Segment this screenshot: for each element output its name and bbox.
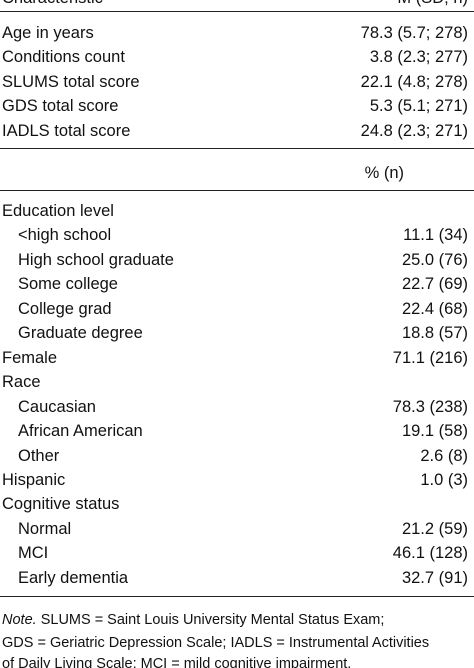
row-value: 19.1 (58) [401, 422, 468, 441]
row-value: 25.0 (76) [401, 250, 468, 269]
row-value: 22.1 (4.8; 278) [360, 72, 468, 91]
sub-row-label: Graduate degree [18, 324, 143, 343]
row-value: 22.7 (69) [401, 275, 468, 294]
column-header: % (n) [364, 164, 404, 182]
sub-row-label: High school graduate [18, 250, 174, 269]
sub-row-label: College grad [18, 299, 112, 318]
note-lead: Note. [2, 612, 37, 628]
row-label: Conditions count [2, 48, 125, 67]
sub-row-label: Some college [18, 275, 118, 294]
sub-row-label: Early dementia [18, 568, 129, 587]
sub-row-label: Other [18, 446, 60, 465]
note-line: GDS = Geriatric Depression Scale; IADLS … [2, 635, 430, 651]
rule [0, 190, 474, 191]
row-value: 1.0 (3) [420, 470, 468, 489]
row-value: 18.8 (57) [401, 324, 468, 343]
sub-row-label: African American [18, 422, 143, 441]
sub-row-label: Caucasian [18, 397, 96, 416]
note-line: Note. SLUMS = Saint Louis University Men… [2, 610, 384, 630]
row-value: 24.8 (2.3; 271) [360, 121, 468, 140]
row-value: 2.6 (8) [420, 446, 468, 465]
column-header: M (SD; n) [397, 0, 468, 8]
row-value: 32.7 (91) [401, 568, 468, 587]
row-value: 5.3 (5.1; 271) [369, 97, 468, 116]
row-label: Race [2, 373, 41, 392]
rule [0, 11, 474, 12]
row-label: Education level [2, 202, 114, 220]
row-value: 11.1 (34) [403, 226, 468, 245]
row-value: 78.3 (238) [392, 397, 468, 416]
row-label: Age in years [2, 24, 94, 42]
row-value: 71.1 (216) [392, 348, 468, 367]
row-label: Cognitive status [2, 495, 120, 514]
sub-row-label: Normal [18, 519, 72, 538]
sub-row-label: MCI [18, 544, 49, 563]
row-value: 78.3 (5.7; 278) [360, 24, 468, 42]
rule [0, 596, 474, 597]
row-label: IADLS total score [2, 121, 131, 140]
row-value: 46.1 (128) [392, 544, 468, 563]
row-value: 21.2 (59) [401, 519, 468, 538]
row-value: 3.8 (2.3; 277) [369, 48, 468, 67]
note-line: of Daily Living Scale; MCI = mild cognit… [2, 656, 352, 668]
column-header: Characteristic [2, 0, 103, 8]
note-text: SLUMS = Saint Louis University Mental St… [40, 612, 385, 628]
rule [0, 148, 474, 149]
row-value: 22.4 (68) [401, 299, 468, 318]
row-label: Female [2, 348, 58, 367]
row-label: GDS total score [2, 97, 119, 116]
row-label: Hispanic [2, 470, 66, 489]
sub-row-label: <high school [18, 226, 112, 245]
row-label: SLUMS total score [2, 72, 140, 91]
